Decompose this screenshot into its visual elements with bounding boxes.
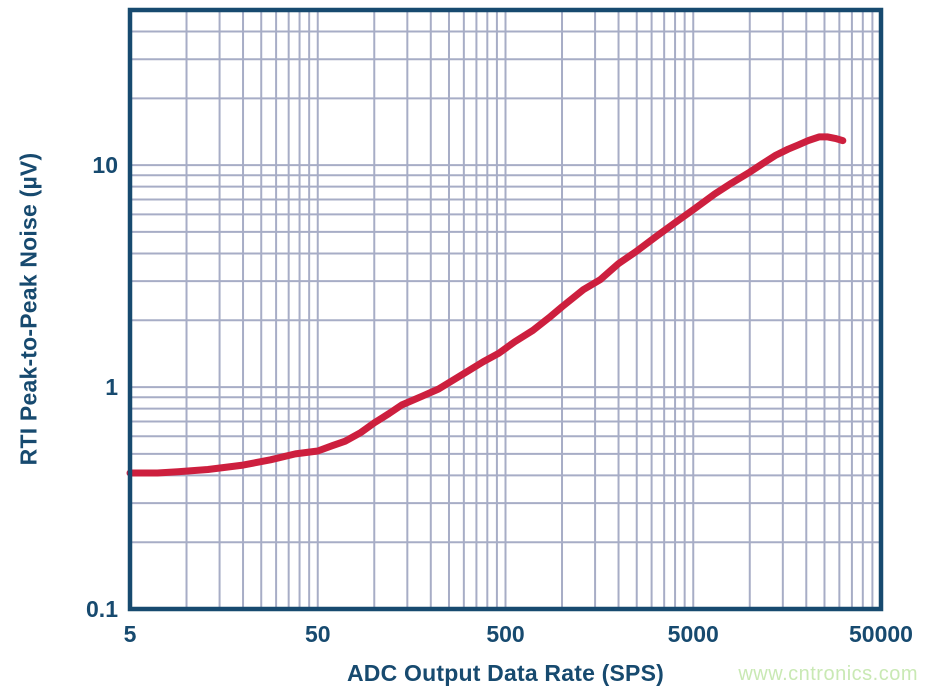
- y-axis-title: RTI Peak-to-Peak Noise (µV): [15, 152, 42, 466]
- x-tick-label: 5: [124, 621, 137, 647]
- y-tick-label: 1: [105, 374, 118, 400]
- x-tick-label: 50000: [849, 621, 913, 647]
- watermark: www.cntronics.com: [738, 663, 918, 685]
- y-tick-label: 0.1: [86, 596, 118, 622]
- x-tick-label: 50: [305, 621, 331, 647]
- plot-frame: [127, 7, 884, 612]
- x-tick-label: 5000: [668, 621, 719, 647]
- x-axis-title: ADC Output Data Rate (SPS): [347, 660, 664, 686]
- y-tick-label: 10: [92, 152, 118, 178]
- x-tick-label: 500: [486, 621, 524, 647]
- noise-curve: [126, 133, 847, 477]
